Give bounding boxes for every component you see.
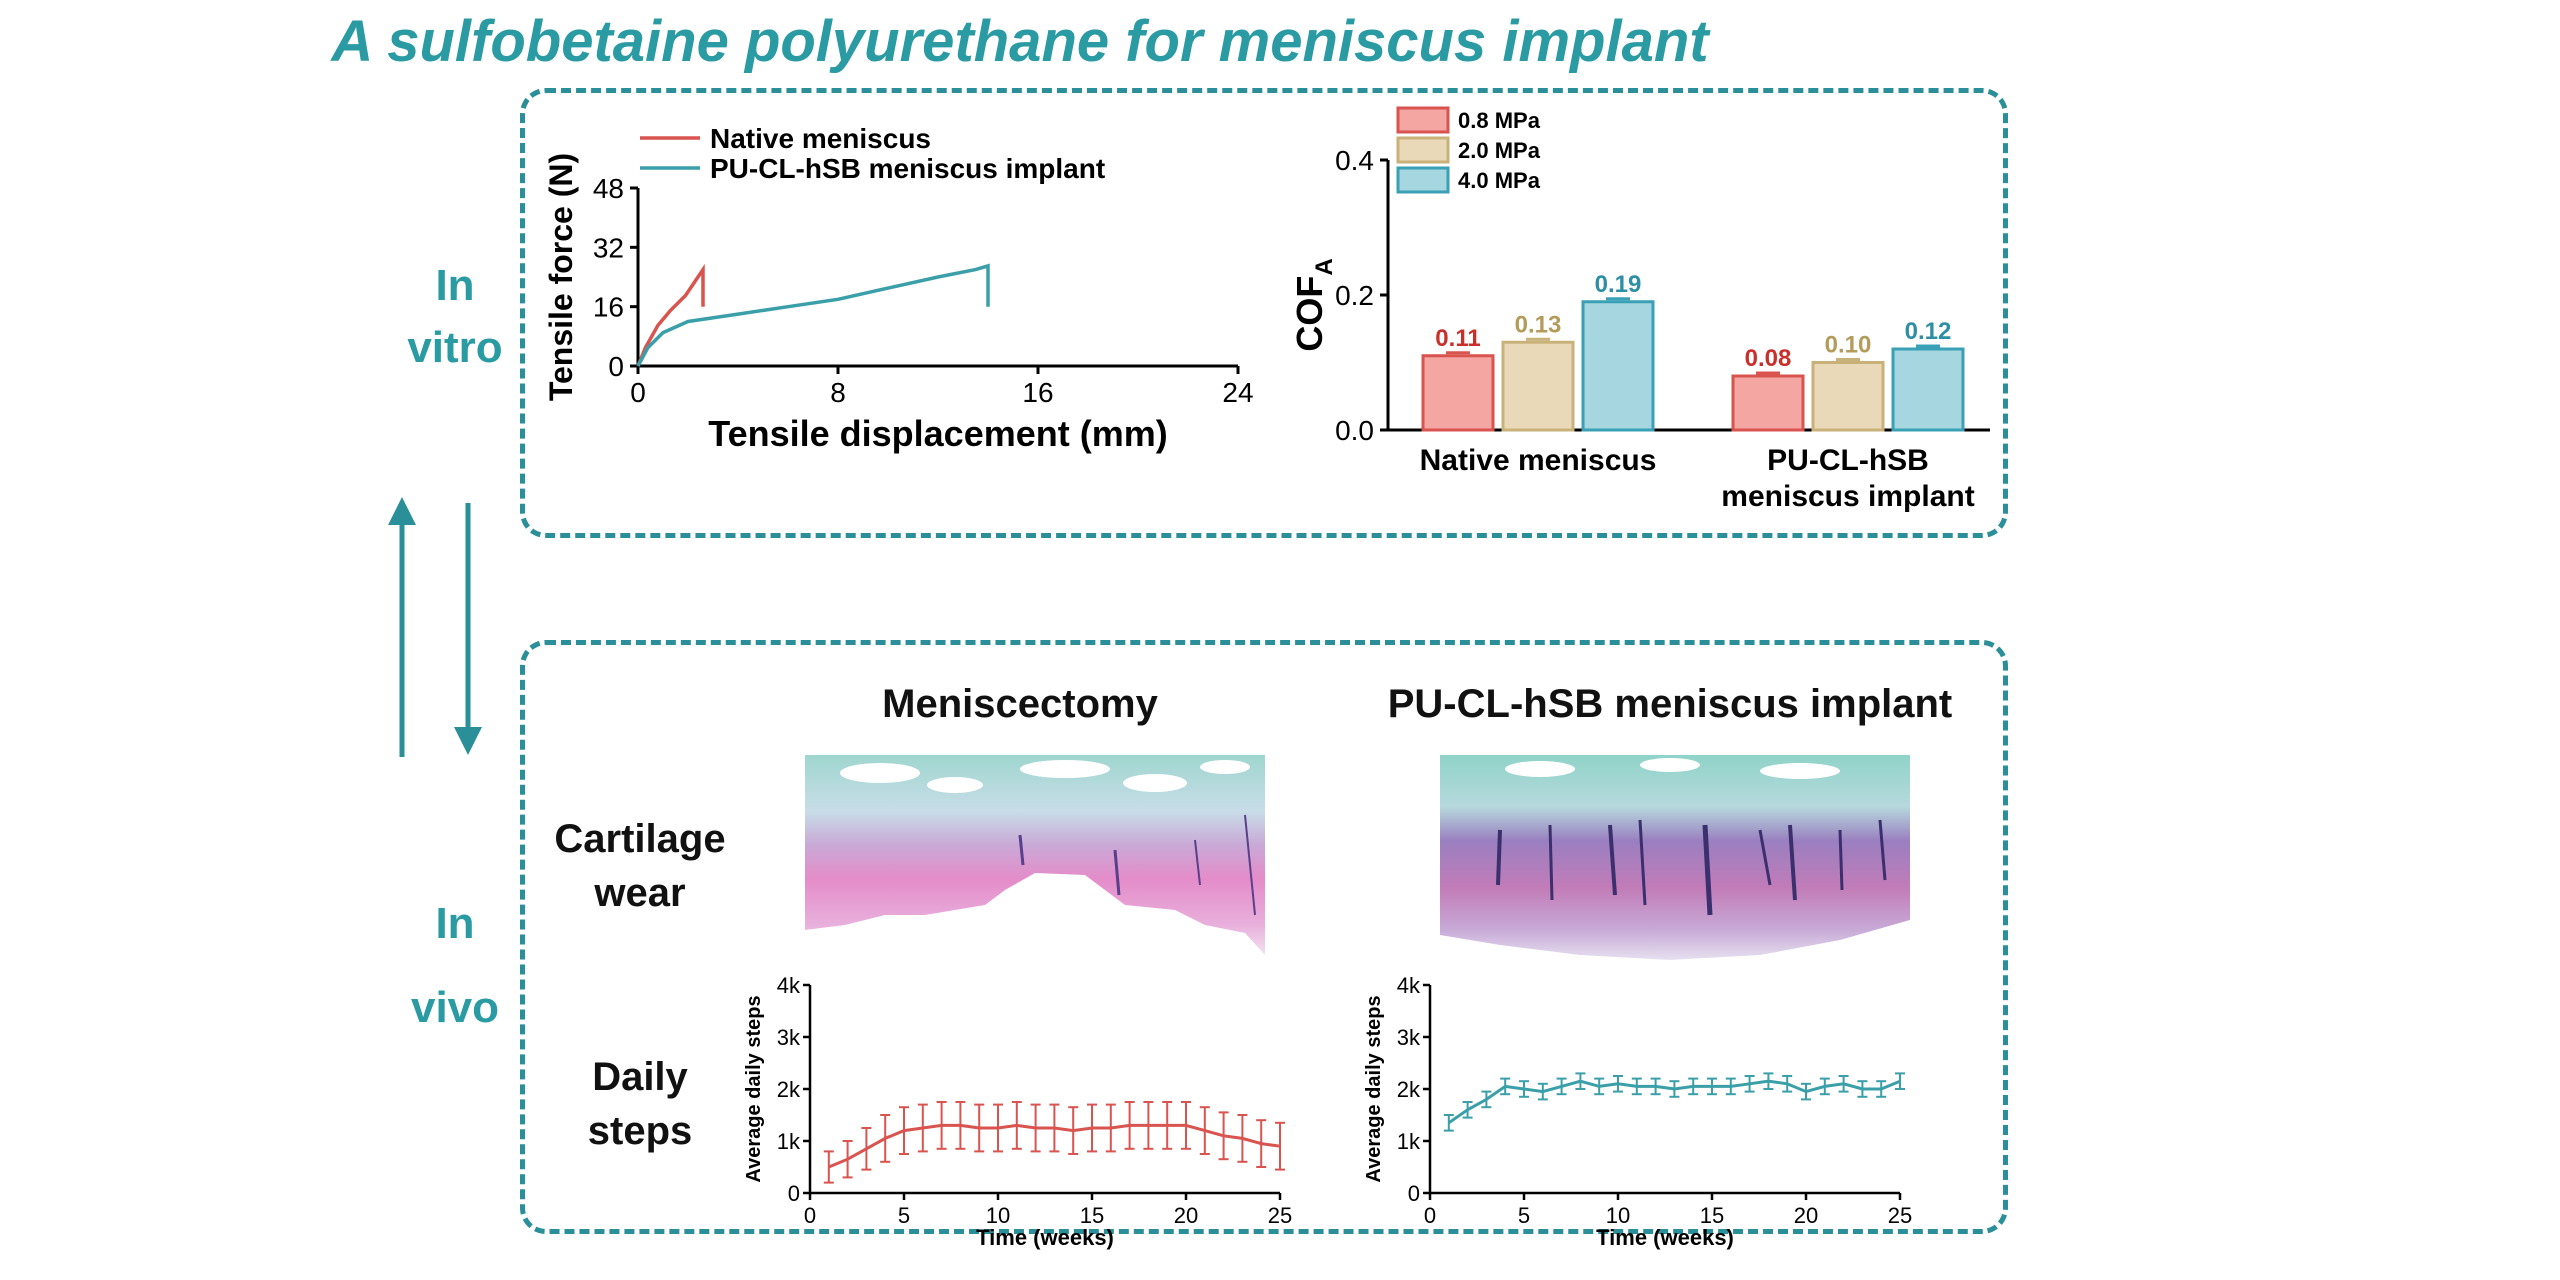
x-tick-label: 25 xyxy=(1888,1203,1912,1228)
bar xyxy=(1891,347,1965,432)
series-line xyxy=(636,263,705,367)
steps-chart-meniscectomy: 0 5 10 15 20 25 0 1k 2k 3k 4k Time (weeks) Average d… xyxy=(743,973,1292,1250)
x-tick-label: 16 xyxy=(1022,377,1053,408)
x-tick-label: 5 xyxy=(898,1203,910,1228)
category-label: Native meniscus xyxy=(1420,444,1657,477)
x-tick-label: 10 xyxy=(1606,1203,1630,1228)
tensile-chart: 0 8 16 24 0 16 32 48 Tensile displacement (mm) Te… xyxy=(543,123,1254,454)
legend-label: 0.8 MPa xyxy=(1458,108,1541,133)
x-tick-label: 15 xyxy=(1700,1203,1724,1228)
bar-value-label: 0.10 xyxy=(1825,332,1872,359)
y-tick-label: 4k xyxy=(1397,973,1421,998)
arrow-up-head-icon xyxy=(388,497,416,525)
x-tick-label: 15 xyxy=(1080,1203,1104,1228)
x-tick-label: 0 xyxy=(1424,1203,1436,1228)
y-tick-label: 0.4 xyxy=(1335,145,1374,176)
bar xyxy=(1501,340,1575,432)
y-tick-label: 4k xyxy=(777,973,801,998)
x-tick-label: 25 xyxy=(1268,1203,1292,1228)
y-axis-label: Average daily steps xyxy=(743,995,765,1182)
in-vitro-label: In vitro xyxy=(407,261,503,372)
x-tick-label: 20 xyxy=(1174,1203,1198,1228)
x-axis-label: Tensile displacement (mm) xyxy=(708,413,1167,454)
exchange-arrows xyxy=(388,497,482,757)
y-tick-label: 0 xyxy=(788,1181,800,1206)
y-tick-label: 3k xyxy=(1397,1025,1421,1050)
legend-label: 4.0 MPa xyxy=(1458,168,1541,193)
y-tick-label: 0 xyxy=(1408,1181,1420,1206)
y-tick-label: 2k xyxy=(1397,1077,1421,1102)
bar-value-label: 0.19 xyxy=(1595,271,1642,298)
x-tick-label: 0 xyxy=(804,1203,816,1228)
legend-label: PU-CL-hSB meniscus implant xyxy=(710,153,1105,184)
bar xyxy=(1421,354,1495,432)
legend-swatch xyxy=(1396,136,1450,164)
bar-value-label: 0.11 xyxy=(1435,325,1480,352)
y-tick-label: 2k xyxy=(777,1077,801,1102)
bar-value-label: 0.12 xyxy=(1905,318,1952,345)
x-axis-label: Time (weeks) xyxy=(1596,1225,1734,1250)
in-vivo-panel xyxy=(520,640,2008,1234)
y-tick-label: 32 xyxy=(593,232,624,263)
y-tick-label: 48 xyxy=(593,173,624,204)
legend-swatch xyxy=(1396,166,1450,194)
x-axis-label: Time (weeks) xyxy=(976,1225,1114,1250)
legend-swatch xyxy=(1396,106,1450,134)
steps-chart-implant: 0 5 10 15 20 25 0 1k 2k 3k 4k Time (weeks) Average d… xyxy=(1363,973,1912,1250)
y-tick-label: 3k xyxy=(777,1025,801,1050)
y-axis-label: COFA xyxy=(1289,258,1338,351)
x-tick-label: 24 xyxy=(1222,377,1253,408)
x-tick-label: 10 xyxy=(986,1203,1010,1228)
cof-bar-chart: 0.0 0.2 0.4 COFA 0.11 0.13 0.19 Native meniscus… xyxy=(1289,106,1990,513)
series-line xyxy=(1447,1079,1901,1125)
x-tick-label: 0 xyxy=(630,377,646,408)
implant-title: PU-CL-hSB meniscus implant xyxy=(1387,682,1953,726)
y-tick-label: 1k xyxy=(777,1129,801,1154)
y-axis-label: Tensile force (N) xyxy=(543,153,579,401)
in-vitro-panel xyxy=(520,88,2008,538)
y-axis-label: Average daily steps xyxy=(1363,995,1385,1182)
category-label: PU-CL-hSB xyxy=(1767,444,1929,477)
bar-value-label: 0.08 xyxy=(1745,345,1792,372)
in-vivo-label: In vivo xyxy=(410,899,500,1032)
y-tick-label: 0.0 xyxy=(1335,415,1374,446)
cartilage-wear-label: Cartilage wear xyxy=(554,817,726,915)
daily-steps-label: Daily steps xyxy=(587,1055,693,1153)
histology-implant-image xyxy=(1440,755,1910,960)
series-line xyxy=(636,263,990,367)
y-tick-label: 16 xyxy=(593,292,624,323)
y-tick-label: 0 xyxy=(608,351,624,382)
legend-label: 2.0 MPa xyxy=(1458,138,1541,163)
bar xyxy=(1581,300,1655,432)
histology-meniscectomy-image xyxy=(805,755,1265,955)
figure-title: A sulfobetaine polyurethane for meniscus… xyxy=(331,9,1709,74)
bar xyxy=(1811,361,1885,432)
y-tick-label: 1k xyxy=(1397,1129,1421,1154)
y-tick-label: 0.2 xyxy=(1335,280,1374,311)
bar xyxy=(1731,374,1805,432)
x-tick-label: 5 xyxy=(1518,1203,1530,1228)
x-tick-label: 8 xyxy=(830,377,846,408)
category-label: meniscus implant xyxy=(1721,480,1974,513)
legend-label: Native meniscus xyxy=(710,123,931,154)
series-line xyxy=(828,1123,1281,1169)
meniscectomy-title: Meniscectomy xyxy=(882,682,1158,726)
bar-value-label: 0.13 xyxy=(1515,311,1562,338)
arrow-down-head-icon xyxy=(454,727,482,755)
x-tick-label: 20 xyxy=(1794,1203,1818,1228)
